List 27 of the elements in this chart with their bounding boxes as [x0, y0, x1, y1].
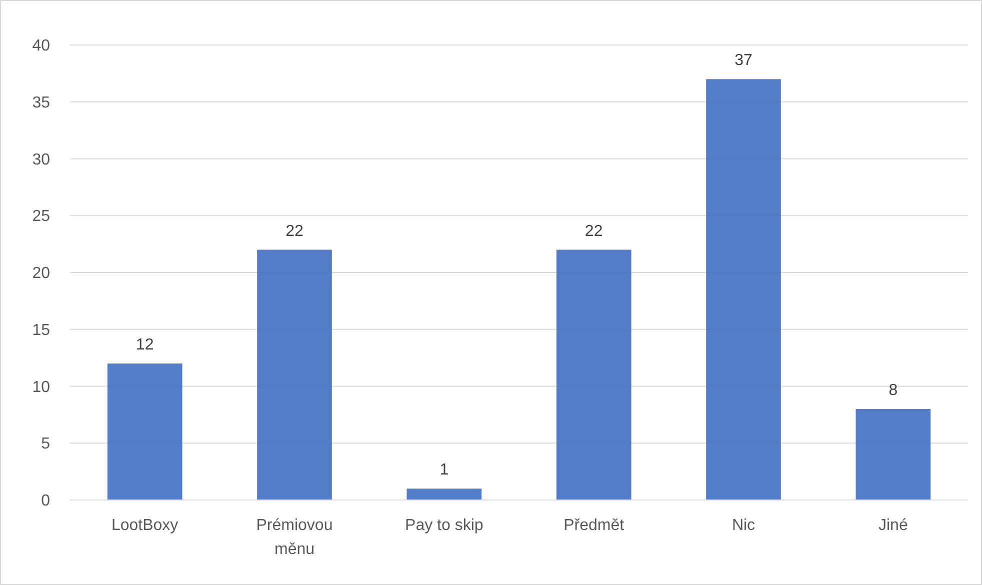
x-tick-label: Předmět [564, 517, 625, 534]
y-tick-label: 10 [32, 378, 50, 396]
y-tick-label: 0 [41, 492, 50, 510]
data-label: 22 [584, 222, 603, 240]
x-tick-label: Jiné [878, 517, 908, 534]
y-tick-label: 20 [32, 265, 50, 282]
data-label: 22 [286, 222, 304, 240]
x-tick-label: LootBoxy [111, 517, 178, 534]
y-tick-label: 40 [32, 38, 50, 55]
bar [706, 79, 781, 500]
data-label: 12 [136, 336, 154, 354]
data-label: 8 [888, 382, 898, 399]
bar [406, 488, 482, 500]
y-tick-label: 35 [32, 94, 50, 112]
data-label: 37 [734, 52, 752, 70]
bar [257, 250, 332, 500]
y-tick-label: 15 [32, 322, 50, 339]
y-tick-label: 30 [32, 151, 50, 168]
y-tick-label: 5 [41, 436, 50, 453]
data-label: 1 [440, 462, 449, 479]
bar [107, 364, 182, 500]
x-tick-label: Nic [732, 517, 756, 534]
bar [556, 250, 632, 500]
x-tick-label: Pay to skip [405, 517, 484, 534]
bar [856, 409, 931, 500]
y-tick-label: 25 [32, 208, 50, 226]
x-tick-label: Prémiovou měnu [256, 517, 333, 558]
